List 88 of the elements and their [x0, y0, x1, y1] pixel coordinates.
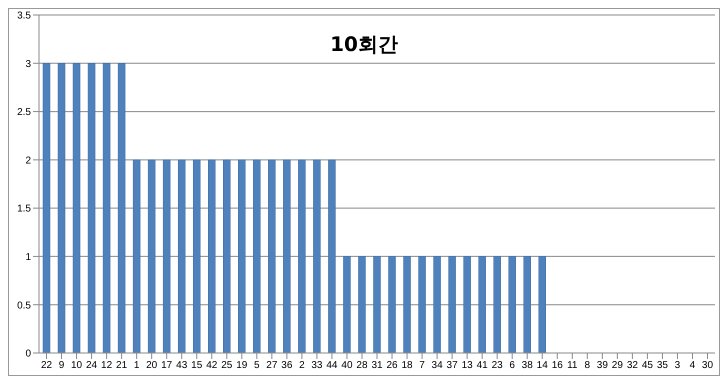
x-tick-label: 35 [656, 360, 668, 372]
bar [538, 256, 546, 353]
bar [72, 63, 80, 353]
bar [523, 256, 531, 353]
bar [148, 160, 156, 353]
x-tick-label: 21 [116, 360, 128, 372]
bar [223, 160, 231, 353]
x-tick-label: 27 [266, 360, 278, 372]
x-tick-label: 2 [299, 360, 306, 372]
x-tick-label: 15 [191, 360, 203, 372]
x-tick-label: 1 [134, 360, 140, 372]
bar [328, 160, 336, 353]
x-tick-label: 10 [70, 360, 83, 372]
x-tick-label: 8 [584, 360, 591, 372]
bar [463, 256, 471, 353]
bar [102, 63, 110, 353]
x-tick-label: 26 [386, 360, 398, 372]
bar [192, 160, 200, 353]
bar [403, 256, 411, 353]
bar [88, 63, 96, 353]
y-tick-label: 2 [25, 155, 32, 166]
x-tick-label: 22 [40, 360, 53, 372]
y-tick-label: 1 [25, 252, 32, 263]
x-tick-label: 23 [492, 360, 504, 372]
bar [208, 160, 216, 353]
y-tick-label: 3 [25, 58, 32, 70]
x-tick-label: 9 [58, 360, 65, 372]
bar [178, 160, 186, 353]
x-tick-label: 29 [612, 360, 624, 372]
x-tick-label: 33 [311, 360, 323, 372]
y-tick-label: 2.5 [17, 107, 32, 118]
x-tick-label: 18 [401, 360, 414, 372]
bar [268, 160, 276, 353]
bar [118, 63, 126, 353]
x-tick-label: 5 [254, 360, 260, 372]
bar [433, 256, 441, 353]
x-tick-label: 12 [101, 360, 113, 372]
bar [343, 256, 351, 353]
x-tick-label: 4 [690, 360, 696, 372]
y-tick-label: 1.5 [17, 204, 32, 215]
x-tick-label: 45 [642, 360, 654, 372]
x-tick-label: 43 [176, 360, 188, 372]
x-tick-label: 30 [702, 360, 714, 372]
x-tick-label: 37 [446, 360, 458, 372]
bar [132, 160, 140, 353]
text: 10회간 [329, 31, 399, 58]
x-tick-label: 36 [281, 360, 293, 372]
x-tick-label: 14 [536, 360, 548, 372]
x-tick-label: 32 [626, 360, 638, 372]
bar [58, 63, 66, 353]
x-tick-label: 38 [522, 360, 534, 372]
bar [253, 160, 261, 353]
bar [448, 256, 456, 353]
x-tick-label: 39 [596, 360, 608, 372]
bar [508, 256, 516, 353]
bar [313, 160, 321, 353]
bar [478, 256, 486, 353]
y-tick-label: 3.5 [17, 10, 32, 22]
bar [388, 256, 396, 353]
x-tick-label: 17 [161, 360, 173, 372]
x-tick-label: 31 [371, 360, 383, 372]
x-tick-label: 34 [432, 360, 444, 372]
x-tick-label: 24 [86, 360, 98, 372]
x-tick-label: 40 [341, 360, 353, 372]
bar [42, 63, 50, 353]
x-tick-label: 6 [509, 360, 516, 372]
y-tick-label: 0.5 [17, 300, 32, 312]
x-tick-label: 3 [674, 360, 681, 372]
x-tick-label: 20 [146, 360, 158, 372]
x-tick-label: 7 [419, 360, 426, 372]
bar [358, 256, 366, 353]
x-tick-label: 44 [326, 360, 338, 372]
x-tick-label: 13 [462, 360, 474, 372]
bar [283, 160, 291, 353]
x-tick-label: 25 [221, 360, 233, 372]
x-tick-label: 41 [476, 360, 488, 372]
y-tick-label: 0 [25, 348, 32, 360]
x-tick-label: 11 [567, 360, 578, 372]
bar [418, 256, 426, 353]
bar [298, 160, 306, 353]
bar [493, 256, 501, 353]
x-tick-label: 16 [552, 360, 564, 372]
x-tick-label: 28 [356, 360, 368, 372]
bar [238, 160, 246, 353]
bar [162, 160, 170, 353]
x-tick-label: 19 [236, 360, 248, 372]
bar [373, 256, 381, 353]
x-tick-label: 42 [206, 360, 218, 372]
